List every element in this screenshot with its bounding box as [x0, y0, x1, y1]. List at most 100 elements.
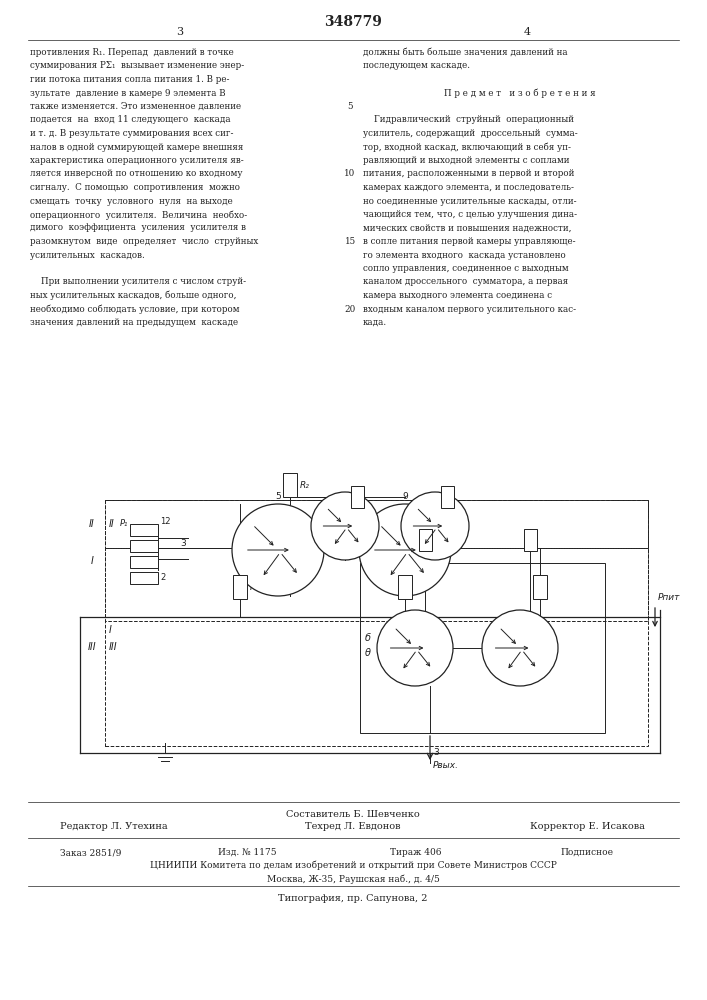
Text: Тираж 406: Тираж 406 [390, 848, 441, 857]
Bar [130, 572, 158, 584]
Circle shape [232, 504, 324, 596]
Text: сопло управления, соединенное с выходным: сопло управления, соединенное с выходным [363, 264, 568, 273]
Text: усилительных  каскадов.: усилительных каскадов. [30, 250, 145, 259]
Bar [419, 529, 431, 551]
Bar [440, 486, 453, 508]
Text: R₂: R₂ [300, 481, 310, 489]
Text: Изд. № 1175: Изд. № 1175 [218, 848, 276, 857]
Text: гии потока питания сопла питания 1. В ре-: гии потока питания сопла питания 1. В ре… [30, 75, 230, 84]
Text: 3: 3 [180, 540, 186, 548]
Text: равляющий и выходной элементы с соплами: равляющий и выходной элементы с соплами [363, 156, 570, 165]
Text: Рвых.: Рвых. [433, 761, 459, 770]
Text: подается  на  вход 11 следующего  каскада: подается на вход 11 следующего каскада [30, 115, 230, 124]
Text: Техред Л. Евдонов: Техред Л. Евдонов [305, 822, 401, 831]
Text: сигналу.  С помощью  сопротивления  можно: сигналу. С помощью сопротивления можно [30, 183, 240, 192]
Text: 15: 15 [344, 237, 356, 246]
Text: Подписное: Подписное [560, 848, 613, 857]
Text: должны быть больше значения давлений на: должны быть больше значения давлений на [363, 48, 568, 57]
Circle shape [482, 610, 558, 686]
Bar [523, 529, 537, 551]
Bar [105, 548, 648, 746]
Text: разомкнутом  виде  определяет  число  струйных: разомкнутом виде определяет число струйн… [30, 237, 258, 246]
Text: мических свойств и повышения надежности,: мических свойств и повышения надежности, [363, 224, 571, 232]
Circle shape [359, 504, 451, 596]
Text: 3: 3 [177, 27, 184, 37]
Text: II: II [89, 519, 95, 529]
Text: ных усилительных каскадов, больше одного,: ных усилительных каскадов, больше одного… [30, 291, 237, 300]
Text: θ: θ [365, 648, 371, 658]
Text: 1: 1 [259, 540, 264, 548]
Bar [105, 500, 648, 548]
Text: зультате  давление в камере 9 элемента B: зультате давление в камере 9 элемента B [30, 89, 226, 98]
Text: При выполнении усилителя с числом струй-: При выполнении усилителя с числом струй- [30, 277, 246, 286]
Text: б: б [365, 633, 371, 643]
Text: необходимо соблюдать условие, при котором: необходимо соблюдать условие, при которо… [30, 304, 240, 314]
Bar [533, 575, 547, 599]
Bar [130, 556, 158, 568]
Circle shape [377, 610, 453, 686]
Text: операционного  усилителя.  Величина  необхо-: операционного усилителя. Величина необхо… [30, 210, 247, 220]
Text: и т. д. В результате суммирования всех сиг-: и т. д. В результате суммирования всех с… [30, 129, 233, 138]
Text: R₂ᵢ: R₂ᵢ [139, 572, 151, 581]
Text: П р е д м е т   и з о б р е т е н и я: П р е д м е т и з о б р е т е н и я [444, 89, 596, 98]
Text: характеристика операционного усилителя яв-: характеристика операционного усилителя я… [30, 156, 244, 165]
Bar [351, 486, 363, 508]
Bar [398, 575, 412, 599]
Text: противления R₁. Перепад  давлений в точке: противления R₁. Перепад давлений в точке [30, 48, 234, 57]
Bar [360, 563, 605, 733]
Text: ЦНИИПИ Комитета по делам изобретений и открытий при Совете Министров СССР: ЦНИИПИ Комитета по делам изобретений и о… [150, 861, 556, 870]
Text: 10: 10 [392, 538, 402, 546]
Text: 9: 9 [402, 492, 408, 501]
Text: Заказ 2851/9: Заказ 2851/9 [60, 848, 122, 857]
Text: 12: 12 [160, 518, 170, 526]
Text: Москва, Ж-35, Раушская наб., д. 4/5: Москва, Ж-35, Раушская наб., д. 4/5 [267, 874, 440, 884]
Bar [130, 540, 158, 552]
Text: 5: 5 [275, 492, 281, 501]
Text: 6: 6 [286, 536, 291, 544]
Text: усилитель, содержащий  дроссельный  сумма-: усилитель, содержащий дроссельный сумма- [363, 129, 578, 138]
Text: камера выходного элемента соединена с: камера выходного элемента соединена с [363, 291, 552, 300]
Text: I: I [90, 556, 93, 566]
Text: также изменяется. Это измененное давление: также изменяется. Это измененное давлени… [30, 102, 241, 111]
Bar [130, 524, 158, 536]
Text: Составитель Б. Шевченко: Составитель Б. Шевченко [286, 810, 420, 819]
Text: III: III [88, 642, 96, 652]
Circle shape [401, 492, 469, 560]
Circle shape [311, 492, 379, 560]
Text: налов в одной суммирующей камере внешняя: налов в одной суммирующей камере внешняя [30, 142, 243, 151]
Bar [105, 500, 648, 621]
Text: смещать  точку  условного  нуля  на выходе: смещать точку условного нуля на выходе [30, 196, 233, 206]
Text: A: A [326, 540, 332, 550]
Text: последующем каскаде.: последующем каскаде. [363, 62, 470, 70]
Text: Корректор Е. Исакова: Корректор Е. Исакова [530, 822, 645, 831]
Text: Редактор Л. Утехина: Редактор Л. Утехина [60, 822, 168, 831]
Text: 5: 5 [347, 102, 353, 111]
Text: 3: 3 [433, 748, 439, 757]
Text: тор, входной каскад, включающий в себя уп-: тор, входной каскад, включающий в себя у… [363, 142, 571, 152]
Text: каналом дроссельного  сумматора, а первая: каналом дроссельного сумматора, а первая [363, 277, 568, 286]
Text: чающийся тем, что, с целью улучшения дина-: чающийся тем, что, с целью улучшения дин… [363, 210, 577, 219]
Text: III: III [109, 642, 117, 652]
Text: B: B [453, 540, 459, 550]
Text: када.: када. [363, 318, 387, 327]
Text: Типография, пр. Сапунова, 2: Типография, пр. Сапунова, 2 [279, 894, 428, 903]
Text: питания, расположенными в первой и второй: питания, расположенными в первой и второ… [363, 169, 574, 178]
Bar [233, 575, 247, 599]
Text: суммирования PΣ₁  вызывает изменение энер-: суммирования PΣ₁ вызывает изменение энер… [30, 62, 244, 70]
Text: 10: 10 [344, 169, 356, 178]
Text: 2: 2 [160, 574, 165, 582]
Text: в сопле питания первой камеры управляюще-: в сопле питания первой камеры управляюще… [363, 237, 575, 246]
Text: II: II [109, 519, 115, 529]
Text: входным каналом первого усилительного кас-: входным каналом первого усилительного ка… [363, 304, 576, 314]
Text: 7: 7 [392, 580, 398, 588]
Text: Гидравлический  струйный  операционный: Гидравлический струйный операционный [363, 115, 574, 124]
Bar [283, 473, 297, 497]
Text: I: I [109, 625, 112, 635]
Text: 348779: 348779 [324, 15, 382, 29]
Text: го элемента входного  каскада установлено: го элемента входного каскада установлено [363, 250, 566, 259]
Text: 20: 20 [344, 304, 356, 314]
Text: значения давлений на предыдущем  каскаде: значения давлений на предыдущем каскаде [30, 318, 238, 327]
Text: но соединенные усилительные каскады, отли-: но соединенные усилительные каскады, отл… [363, 196, 577, 206]
Text: камерах каждого элемента, и последователь-: камерах каждого элемента, и последовател… [363, 183, 574, 192]
Text: 11: 11 [296, 518, 307, 528]
